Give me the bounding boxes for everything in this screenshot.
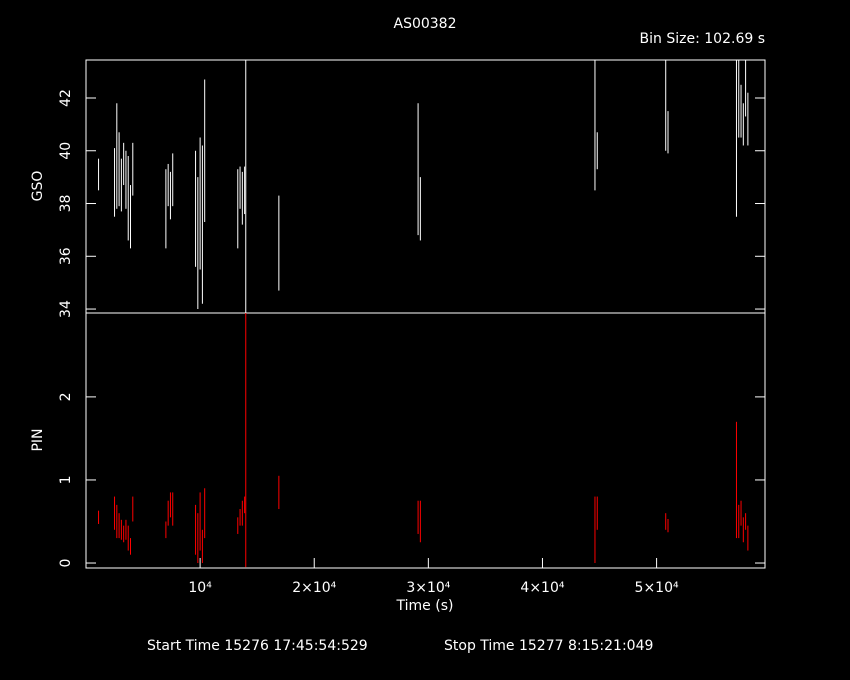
y-tick-label: 42: [58, 89, 74, 107]
x-tick-label: 10⁴: [188, 580, 212, 596]
bin-size: Bin Size: 102.69 s: [640, 31, 765, 47]
stop-time: Stop Time 15277 8:15:21:049: [444, 638, 653, 654]
plot-frame: [85, 59, 766, 569]
x-tick-label: 2×10⁴: [292, 580, 336, 596]
series: [98, 60, 749, 313]
x-tick-label: 3×10⁴: [406, 580, 450, 596]
y-axis-label: GSO: [30, 171, 46, 202]
y-tick-label: 2: [58, 392, 74, 401]
x-tick-label: 4×10⁴: [520, 580, 564, 596]
y-tick-label: 34: [58, 300, 74, 318]
x-axis-label: Time (s): [396, 598, 454, 614]
chart-title: AS00382: [394, 16, 457, 32]
y-tick-label: 0: [58, 559, 74, 568]
y-tick-label: 38: [58, 195, 74, 213]
y-tick-label: 1: [58, 475, 74, 484]
start-time: Start Time 15276 17:45:54:529: [147, 638, 368, 654]
y-tick-label: 40: [58, 142, 74, 160]
y-axis-label: PIN: [30, 428, 46, 451]
series: [98, 313, 749, 568]
y-tick-label: 36: [58, 247, 74, 265]
x-tick-label: 5×10⁴: [635, 580, 679, 596]
